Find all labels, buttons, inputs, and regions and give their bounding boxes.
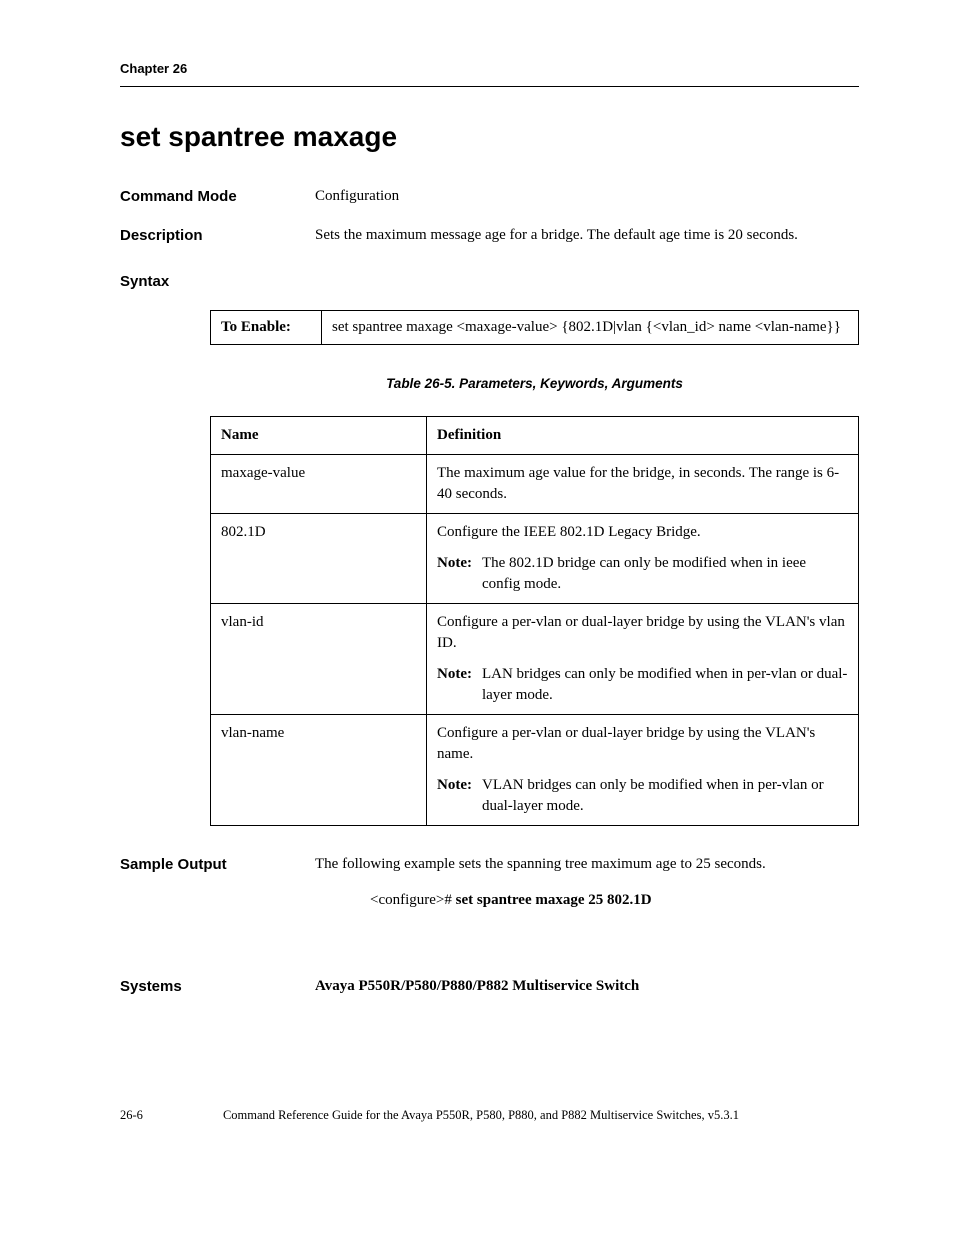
note-label: Note: <box>437 775 472 817</box>
command-mode-row: Command Mode Configuration <box>120 186 859 207</box>
param-row: maxage-valueThe maximum age value for th… <box>211 455 859 514</box>
param-name: maxage-value <box>211 455 427 514</box>
note-label: Note: <box>437 553 472 595</box>
param-note: Note: LAN bridges can only be modified wh… <box>437 664 848 706</box>
param-row: vlan-idConfigure a per-vlan or dual-laye… <box>211 604 859 715</box>
page-footer: 26-6 Command Reference Guide for the Ava… <box>120 1107 859 1125</box>
header-rule <box>120 86 859 87</box>
description-value: Sets the maximum message age for a bridg… <box>315 225 859 246</box>
footer-text: Command Reference Guide for the Avaya P5… <box>143 1107 819 1125</box>
footer-page-number: 26-6 <box>120 1107 143 1125</box>
param-col-name: Name <box>211 417 427 455</box>
syntax-enable-value: set spantree maxage <maxage-value> {802.… <box>322 311 859 345</box>
chapter-header: Chapter 26 <box>120 60 859 78</box>
syntax-enable-label: To Enable: <box>211 311 322 345</box>
systems-row: Systems Avaya P550R/P580/P880/P882 Multi… <box>120 976 859 997</box>
param-name: 802.1D <box>211 514 427 604</box>
command-mode-value: Configuration <box>315 186 859 207</box>
param-row: 802.1DConfigure the IEEE 802.1D Legacy B… <box>211 514 859 604</box>
param-col-definition: Definition <box>427 417 859 455</box>
syntax-table: To Enable: set spantree maxage <maxage-v… <box>210 310 859 345</box>
note-text: VLAN bridges can only be modified when i… <box>482 775 848 817</box>
syntax-row: To Enable: set spantree maxage <maxage-v… <box>211 311 859 345</box>
systems-value: Avaya P550R/P580/P880/P882 Multiservice … <box>315 976 859 997</box>
param-table: Name Definition maxage-valueThe maximum … <box>210 416 859 826</box>
sample-output-row: Sample Output The following example sets… <box>120 854 859 941</box>
param-row: vlan-nameConfigure a per-vlan or dual-la… <box>211 715 859 826</box>
param-table-caption: Table 26-5. Parameters, Keywords, Argume… <box>210 375 859 394</box>
param-definition-text: The maximum age value for the bridge, in… <box>437 463 848 505</box>
sample-output-command-line: <configure># set spantree maxage 25 802.… <box>370 890 859 911</box>
sample-prompt: <configure># <box>370 892 456 908</box>
param-note: Note: VLAN bridges can only be modified w… <box>437 775 848 817</box>
param-definition-text: Configure the IEEE 802.1D Legacy Bridge. <box>437 522 848 543</box>
param-note: Note: The 802.1D bridge can only be modif… <box>437 553 848 595</box>
syntax-heading: Syntax <box>120 271 859 292</box>
command-mode-label: Command Mode <box>120 186 315 207</box>
note-text: LAN bridges can only be modified when in… <box>482 664 848 706</box>
param-definition: The maximum age value for the bridge, in… <box>427 455 859 514</box>
sample-command: set spantree maxage 25 802.1D <box>456 892 652 908</box>
page-title: set spantree maxage <box>120 117 859 156</box>
param-table-header-row: Name Definition <box>211 417 859 455</box>
param-definition: Configure the IEEE 802.1D Legacy Bridge.… <box>427 514 859 604</box>
param-definition-text: Configure a per-vlan or dual-layer bridg… <box>437 723 848 765</box>
sample-output-intro: The following example sets the spanning … <box>315 854 859 875</box>
sample-output-content: The following example sets the spanning … <box>315 854 859 941</box>
description-label: Description <box>120 225 315 246</box>
param-definition: Configure a per-vlan or dual-layer bridg… <box>427 715 859 826</box>
note-label: Note: <box>437 664 472 706</box>
description-row: Description Sets the maximum message age… <box>120 225 859 246</box>
param-name: vlan-id <box>211 604 427 715</box>
sample-output-label: Sample Output <box>120 854 315 875</box>
param-definition-text: Configure a per-vlan or dual-layer bridg… <box>437 612 848 654</box>
param-name: vlan-name <box>211 715 427 826</box>
note-text: The 802.1D bridge can only be modified w… <box>482 553 848 595</box>
systems-label: Systems <box>120 976 315 997</box>
param-definition: Configure a per-vlan or dual-layer bridg… <box>427 604 859 715</box>
